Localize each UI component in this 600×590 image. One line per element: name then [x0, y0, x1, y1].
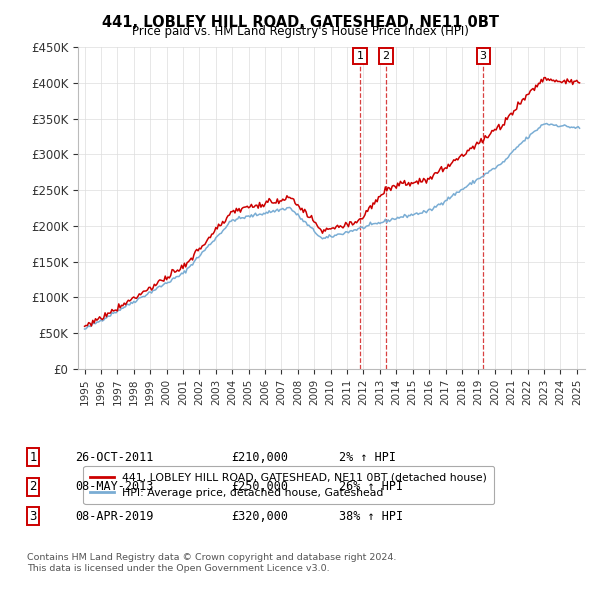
Text: £250,000: £250,000: [231, 480, 288, 493]
Text: This data is licensed under the Open Government Licence v3.0.: This data is licensed under the Open Gov…: [27, 565, 329, 573]
Text: 08-APR-2019: 08-APR-2019: [75, 510, 154, 523]
Text: 1: 1: [356, 51, 364, 61]
Text: 26-OCT-2011: 26-OCT-2011: [75, 451, 154, 464]
Text: 3: 3: [479, 51, 487, 61]
Text: Contains HM Land Registry data © Crown copyright and database right 2024.: Contains HM Land Registry data © Crown c…: [27, 553, 397, 562]
Text: 38% ↑ HPI: 38% ↑ HPI: [339, 510, 403, 523]
Text: 2: 2: [382, 51, 389, 61]
Text: 2% ↑ HPI: 2% ↑ HPI: [339, 451, 396, 464]
Text: £320,000: £320,000: [231, 510, 288, 523]
Text: 441, LOBLEY HILL ROAD, GATESHEAD, NE11 0BT: 441, LOBLEY HILL ROAD, GATESHEAD, NE11 0…: [101, 15, 499, 30]
Legend: 441, LOBLEY HILL ROAD, GATESHEAD, NE11 0BT (detached house), HPI: Average price,: 441, LOBLEY HILL ROAD, GATESHEAD, NE11 0…: [83, 466, 494, 504]
Text: 3: 3: [29, 510, 37, 523]
Text: 26% ↑ HPI: 26% ↑ HPI: [339, 480, 403, 493]
Text: 1: 1: [29, 451, 37, 464]
Text: £210,000: £210,000: [231, 451, 288, 464]
Text: 2: 2: [29, 480, 37, 493]
Text: 08-MAY-2013: 08-MAY-2013: [75, 480, 154, 493]
Text: Price paid vs. HM Land Registry's House Price Index (HPI): Price paid vs. HM Land Registry's House …: [131, 25, 469, 38]
